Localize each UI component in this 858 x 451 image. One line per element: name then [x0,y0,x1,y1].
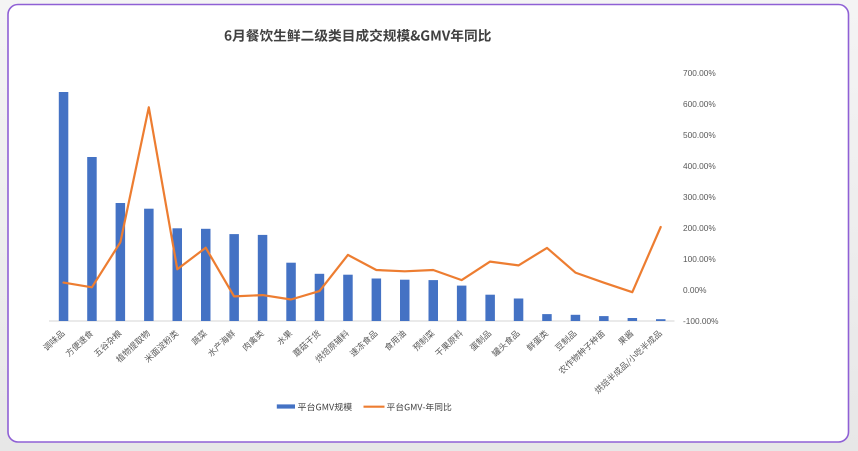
svg-text:400.00%: 400.00% [683,161,716,171]
svg-text:700.00%: 700.00% [683,68,716,78]
svg-text:500.00%: 500.00% [683,130,716,140]
svg-text:100.00%: 100.00% [683,254,716,264]
svg-text:300.00%: 300.00% [683,192,716,202]
svg-text:600.00%: 600.00% [683,99,716,109]
svg-text:-100.00%: -100.00% [683,316,719,326]
svg-text:0.00%: 0.00% [683,285,707,295]
svg-text:200.00%: 200.00% [683,223,716,233]
